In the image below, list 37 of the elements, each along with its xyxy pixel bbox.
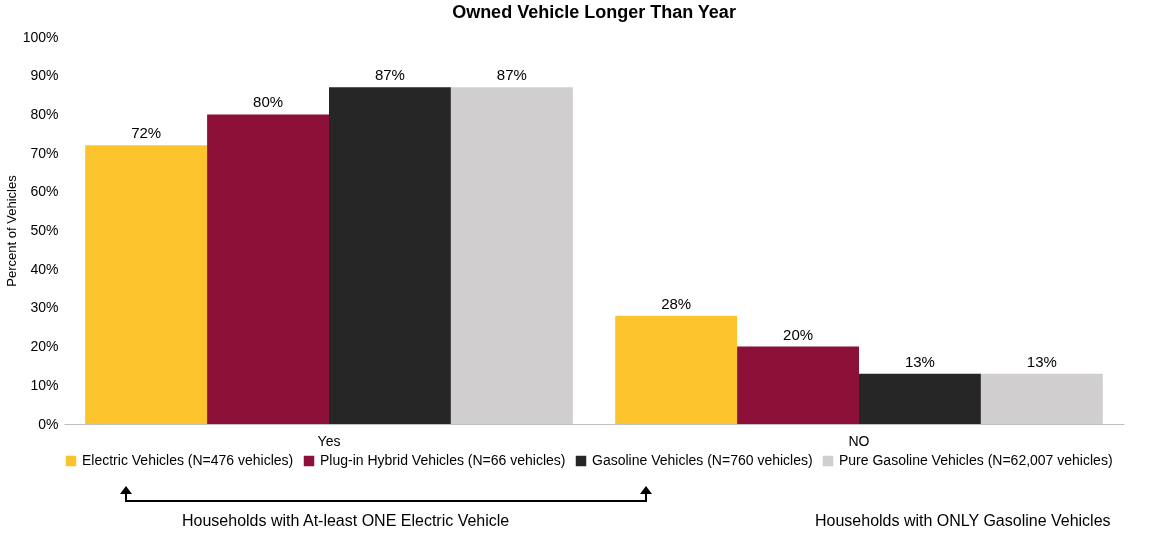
data-label: 87% [374,66,405,84]
y-tick-label: 80% [30,105,59,122]
x-tick-label: Yes [317,432,341,449]
chart-title: Owned Vehicle Longer Than Year [452,2,736,22]
y-tick-label: 70% [30,144,59,161]
data-label: 13% [1026,352,1057,370]
y-tick-label: 90% [30,67,59,84]
data-label: 28% [661,294,692,312]
bar [85,145,208,424]
bar [737,346,859,424]
y-tick-label: 50% [30,222,59,238]
legend-label: Plug-in Hybrid Vehicles (N=66 vehicles) [320,452,566,468]
y-tick-label: 20% [30,338,59,355]
text: Households with At-least ONE Electric Vehicle [182,512,510,530]
y-axis-title: Percent of Vehicles [3,174,19,287]
y-tick-label: 40% [30,260,59,277]
bar [329,87,451,424]
legend-label: Electric Vehicles (N=476 vehicles) [82,452,294,468]
y-tick-label: 60% [30,183,59,200]
y-tick-label: 10% [30,376,59,393]
data-label: 20% [783,325,814,343]
y-tick-label: 100% [22,28,59,45]
y-tick-label: 0% [38,415,59,432]
data-label: 72% [131,124,162,142]
bar [450,87,573,424]
data-label: 87% [496,66,527,84]
data-label: 80% [253,93,284,111]
bar [615,315,738,424]
data-label: 13% [904,352,935,370]
x-tick-label: NO [848,432,870,449]
legend-label: Gasoline Vehicles (N=760 vehicles) [592,452,813,468]
bar [980,373,1103,424]
legend-label: Pure Gasoline Vehicles (N=62,007 vehicles) [839,452,1113,468]
y-tick-label: 30% [30,299,59,316]
text: Households with ONLY Gasoline Vehicles [815,512,1111,530]
bar [207,114,329,424]
bar [859,373,981,424]
